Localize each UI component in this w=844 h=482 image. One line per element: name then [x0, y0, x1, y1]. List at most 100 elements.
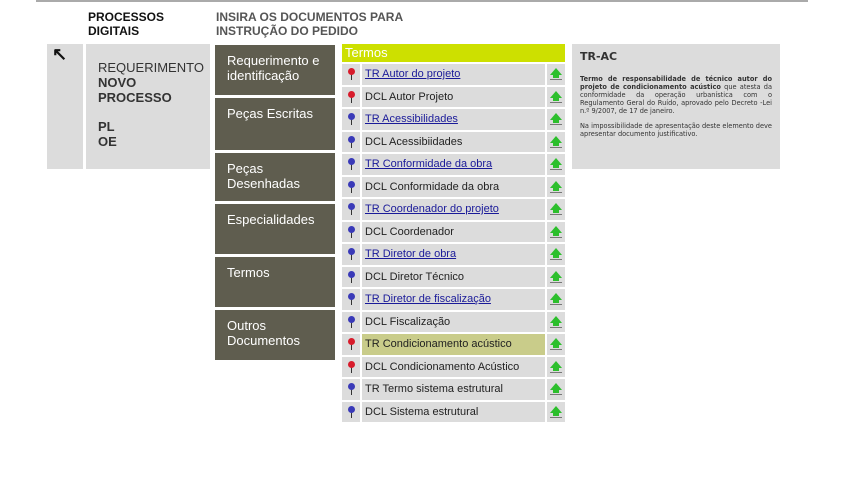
document-label[interactable]: DCL Condicionamento Acústico [362, 356, 545, 377]
document-label[interactable]: TR Coordenador do projeto [362, 199, 545, 220]
document-link[interactable]: TR Diretor de fiscalização [365, 293, 491, 305]
document-label[interactable]: DCL Coordenador [362, 221, 545, 242]
document-label[interactable]: TR Acessibilidades [362, 109, 545, 130]
document-list: Termos TR Autor do projeto DCL Autor Proj… [342, 44, 565, 424]
map-pin-icon [342, 86, 360, 107]
list-item: DCL Conformidade da obra [342, 176, 565, 197]
document-label[interactable]: DCL Acessibiidades [362, 131, 545, 152]
list-item: TR Diretor de fiscalização [342, 289, 565, 310]
document-label[interactable]: DCL Autor Projeto [362, 86, 545, 107]
map-pin-icon [342, 176, 360, 197]
code-pl: PL [98, 119, 115, 134]
menu-item[interactable]: Peças Escritas [215, 98, 335, 150]
menu-item[interactable]: Outros Documentos [215, 310, 335, 360]
document-category-menu: Requerimento e identificação Peças Escrit… [215, 45, 335, 363]
process-type: NOVO PROCESSO [98, 75, 172, 105]
document-name[interactable]: DCL Diretor Técnico [365, 270, 465, 283]
list-item: DCL Diretor Técnico [342, 266, 565, 287]
document-label[interactable]: TR Termo sistema estrutural [362, 379, 545, 400]
map-pin-icon [342, 401, 360, 422]
document-name[interactable]: TR Termo sistema estrutural [365, 383, 503, 395]
list-item: TR Conformidade da obra [342, 154, 565, 175]
list-item: TR Acessibilidades [342, 109, 565, 130]
map-pin-icon [342, 311, 360, 332]
panel-bold-text: Termo de responsabilidade de técnico aut… [580, 75, 772, 91]
upload-icon[interactable] [547, 154, 565, 175]
map-pin-icon [342, 221, 360, 242]
document-label[interactable]: TR Diretor de fiscalização [362, 289, 545, 310]
arrow-up-left-icon: ↖ [52, 44, 68, 64]
upload-icon[interactable] [547, 131, 565, 152]
panel-text: que atesta da conformidade da operação u… [580, 83, 772, 115]
page-title: INSIRA OS DOCUMENTOS PARA INSTRUÇÃO DO P… [216, 10, 403, 38]
document-name[interactable]: DCL Fiscalização [365, 315, 451, 328]
upload-icon[interactable] [547, 221, 565, 242]
upload-icon[interactable] [547, 356, 565, 377]
document-name[interactable]: DCL Conformidade da obra [365, 180, 500, 193]
document-name[interactable]: DCL Autor Projeto [365, 90, 454, 103]
upload-icon[interactable] [547, 401, 565, 422]
map-pin-icon [342, 109, 360, 130]
request-label: REQUERIMENTO [98, 60, 204, 75]
upload-icon[interactable] [547, 379, 565, 400]
menu-item[interactable]: Peças Desenhadas [215, 153, 335, 201]
list-item: TR Coordenador do projeto [342, 199, 565, 220]
top-divider [36, 0, 808, 2]
panel-note: Na impossibilidade de apresentação deste… [580, 122, 772, 138]
document-label[interactable]: DCL Sistema estrutural [362, 401, 545, 422]
document-link[interactable]: TR Acessibilidades [365, 113, 458, 125]
map-pin-icon [342, 131, 360, 152]
menu-item[interactable]: Especialidades [215, 204, 335, 254]
list-item: TR Diretor de obra [342, 244, 565, 265]
list-item: DCL Sistema estrutural [342, 401, 565, 422]
map-pin-icon [342, 334, 360, 355]
menu-item[interactable]: Requerimento e identificação [215, 45, 335, 95]
document-label[interactable]: TR Conformidade da obra [362, 154, 545, 175]
menu-item[interactable]: Termos [215, 257, 335, 307]
map-pin-icon [342, 356, 360, 377]
list-item: TR Condicionamento acústico [342, 334, 565, 355]
list-item: TR Autor do projeto [342, 64, 565, 85]
document-name[interactable]: TR Condicionamento acústico [365, 338, 512, 350]
map-pin-icon [342, 64, 360, 85]
upload-icon[interactable] [547, 244, 565, 265]
document-label[interactable]: TR Autor do projeto [362, 64, 545, 85]
document-link[interactable]: TR Coordenador do projeto [365, 203, 499, 215]
document-label[interactable]: TR Diretor de obra [362, 244, 545, 265]
list-item: DCL Fiscalização [342, 311, 565, 332]
document-link[interactable]: TR Conformidade da obra [365, 158, 493, 170]
document-name[interactable]: DCL Coordenador [365, 225, 454, 238]
upload-icon[interactable] [547, 311, 565, 332]
list-item: DCL Acessibiidades [342, 131, 565, 152]
document-name[interactable]: DCL Acessibiidades [365, 135, 463, 148]
document-name[interactable]: DCL Sistema estrutural [365, 405, 479, 418]
upload-icon[interactable] [547, 64, 565, 85]
document-link[interactable]: TR Diretor de obra [365, 248, 457, 260]
list-header: Termos [342, 44, 565, 62]
document-label[interactable]: DCL Conformidade da obra [362, 176, 545, 197]
document-label[interactable]: DCL Diretor Técnico [362, 266, 545, 287]
map-pin-icon [342, 289, 360, 310]
section-title: PROCESSOS DIGITAIS [88, 10, 165, 38]
list-item: DCL Condicionamento Acústico [342, 356, 565, 377]
upload-icon[interactable] [547, 86, 565, 107]
upload-icon[interactable] [547, 109, 565, 130]
upload-icon[interactable] [547, 334, 565, 355]
document-link[interactable]: TR Autor do projeto [365, 68, 461, 80]
back-button[interactable]: ↖ [47, 44, 83, 169]
upload-icon[interactable] [547, 266, 565, 287]
document-name[interactable]: DCL Condicionamento Acústico [365, 360, 520, 373]
upload-icon[interactable] [547, 176, 565, 197]
map-pin-icon [342, 199, 360, 220]
upload-icon[interactable] [547, 289, 565, 310]
list-item: DCL Coordenador [342, 221, 565, 242]
document-label[interactable]: DCL Fiscalização [362, 311, 545, 332]
list-item: DCL Autor Projeto [342, 86, 565, 107]
document-label[interactable]: TR Condicionamento acústico [362, 334, 545, 355]
description-panel: TR-AC Termo de responsabilidade de técni… [572, 44, 780, 169]
panel-title: TR-AC [580, 50, 618, 63]
process-info: REQUERIMENTO NOVO PROCESSO PL OE [86, 44, 210, 169]
map-pin-icon [342, 266, 360, 287]
upload-icon[interactable] [547, 199, 565, 220]
code-oe: OE [98, 134, 117, 149]
